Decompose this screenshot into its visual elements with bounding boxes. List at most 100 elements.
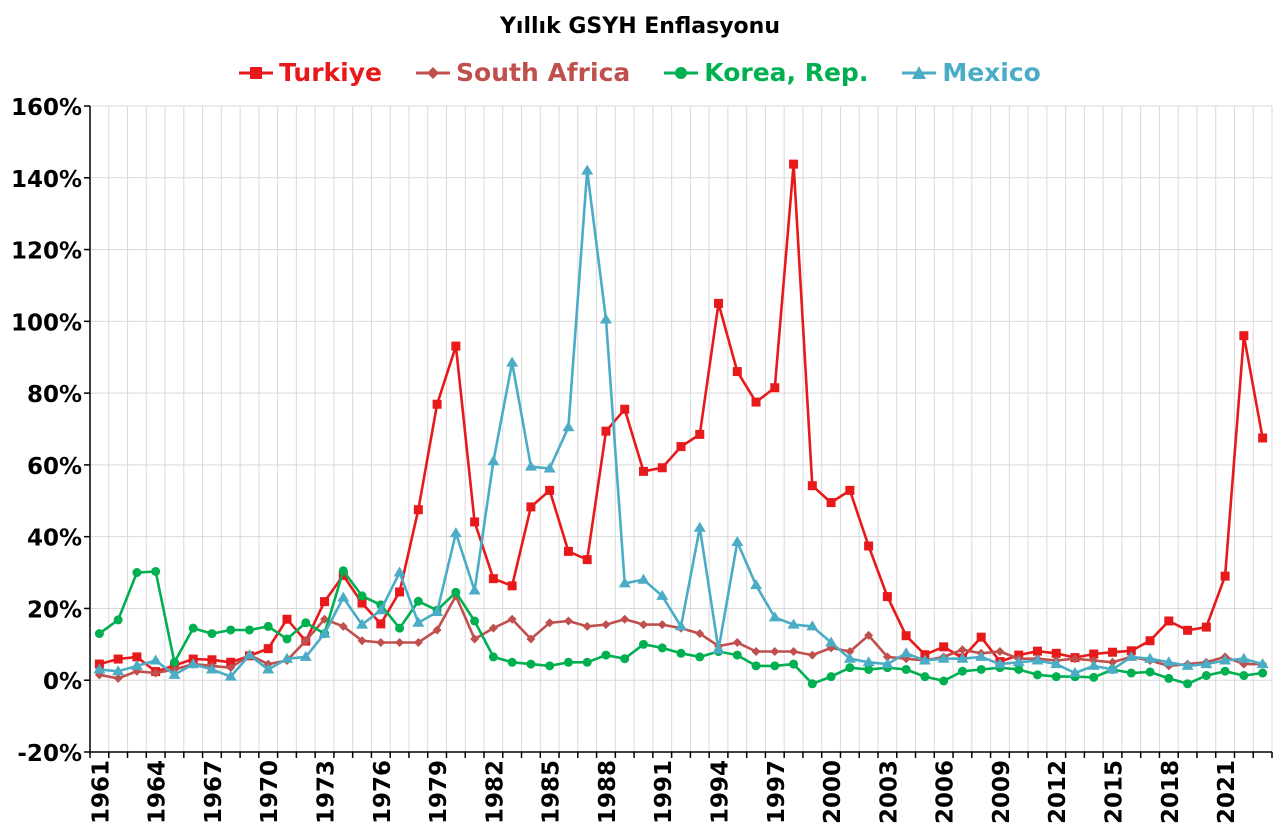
y-tick-label: 0% bbox=[43, 669, 82, 695]
data-point bbox=[226, 657, 236, 667]
data-point bbox=[751, 647, 761, 657]
data-point bbox=[695, 429, 705, 439]
data-point bbox=[337, 591, 350, 602]
data-point bbox=[93, 663, 106, 674]
data-point bbox=[226, 625, 236, 635]
data-point bbox=[488, 574, 498, 584]
data-point bbox=[94, 629, 104, 639]
data-point bbox=[993, 658, 1006, 669]
data-point bbox=[1031, 654, 1044, 665]
data-point bbox=[676, 442, 686, 452]
data-point bbox=[1032, 670, 1042, 680]
x-tick-label: 1979 bbox=[426, 760, 452, 824]
legend-item-korea-rep: Korea, Rep. bbox=[664, 58, 868, 87]
x-tick-label: 2000 bbox=[820, 760, 846, 824]
data-point bbox=[638, 466, 648, 476]
data-point bbox=[449, 527, 462, 538]
data-point bbox=[995, 647, 1005, 657]
data-point bbox=[1164, 673, 1174, 683]
legend-swatch bbox=[239, 66, 274, 79]
data-point bbox=[714, 298, 724, 308]
x-tick-label: 1991 bbox=[651, 760, 677, 824]
data-point bbox=[957, 666, 967, 676]
data-point bbox=[413, 505, 423, 515]
data-point bbox=[1181, 659, 1194, 670]
data-point bbox=[282, 614, 292, 624]
data-point bbox=[657, 463, 667, 473]
data-point bbox=[582, 555, 592, 565]
legend-swatch bbox=[902, 65, 937, 79]
x-tick-label: 1976 bbox=[370, 760, 396, 824]
data-point bbox=[338, 570, 348, 580]
data-point bbox=[357, 636, 367, 646]
data-point bbox=[263, 644, 273, 654]
data-point bbox=[1070, 654, 1080, 664]
data-point bbox=[432, 625, 442, 635]
data-point bbox=[826, 672, 836, 682]
data-point bbox=[751, 661, 761, 671]
data-point bbox=[1220, 571, 1230, 581]
data-point bbox=[262, 663, 275, 674]
data-point bbox=[113, 673, 123, 683]
data-point bbox=[789, 659, 799, 669]
data-point bbox=[976, 632, 986, 642]
x-tick-label: 2018 bbox=[1158, 760, 1184, 824]
data-point bbox=[676, 648, 686, 658]
x-tick-label: 2003 bbox=[876, 760, 902, 824]
data-point bbox=[562, 421, 575, 432]
chart-legend: Turkiye South Africa Korea, Rep. Mexico bbox=[0, 58, 1280, 87]
x-tick-label: 1964 bbox=[145, 760, 171, 824]
data-point bbox=[224, 670, 237, 681]
data-point bbox=[864, 541, 874, 551]
data-point bbox=[318, 627, 331, 638]
data-point bbox=[882, 592, 892, 602]
data-point bbox=[207, 655, 217, 665]
y-tick-label: 160% bbox=[11, 95, 82, 121]
data-point bbox=[374, 604, 387, 615]
data-point bbox=[451, 341, 461, 351]
data-point bbox=[507, 581, 517, 591]
data-point bbox=[693, 521, 706, 532]
legend-swatch bbox=[664, 66, 699, 79]
data-point bbox=[487, 455, 500, 466]
data-point bbox=[807, 679, 817, 689]
data-point bbox=[470, 517, 480, 527]
x-tick-label: 1961 bbox=[88, 760, 114, 824]
x-tick-label: 2015 bbox=[1102, 760, 1128, 824]
data-point bbox=[263, 621, 273, 631]
data-point bbox=[620, 654, 630, 664]
data-point bbox=[1256, 658, 1269, 669]
data-point bbox=[789, 159, 799, 169]
series-line-mexico bbox=[99, 169, 1263, 678]
data-point bbox=[751, 397, 761, 407]
data-point bbox=[1087, 659, 1100, 670]
data-point bbox=[881, 658, 894, 669]
data-point bbox=[712, 643, 725, 654]
data-point bbox=[132, 568, 142, 578]
data-point bbox=[1183, 679, 1193, 689]
data-point bbox=[1200, 658, 1213, 669]
data-point bbox=[845, 663, 855, 673]
x-tick-label: 1997 bbox=[764, 760, 790, 824]
data-point bbox=[956, 652, 969, 663]
data-point bbox=[1126, 646, 1136, 656]
data-point bbox=[582, 621, 592, 631]
x-tick-label: 1994 bbox=[708, 760, 734, 824]
x-tick-label: 1973 bbox=[314, 760, 340, 824]
data-point bbox=[282, 634, 292, 644]
data-point bbox=[1201, 622, 1211, 632]
data-point bbox=[187, 658, 200, 669]
data-point bbox=[731, 536, 744, 547]
data-point bbox=[601, 426, 611, 436]
legend-item-mexico: Mexico bbox=[902, 58, 1041, 87]
data-point bbox=[901, 664, 911, 674]
data-point bbox=[900, 647, 913, 658]
data-point bbox=[1239, 331, 1249, 341]
data-point bbox=[1108, 657, 1118, 667]
data-point bbox=[149, 654, 162, 665]
series-line-turkiye bbox=[99, 162, 1264, 673]
data-point bbox=[770, 661, 780, 671]
data-point bbox=[1108, 647, 1118, 657]
data-point bbox=[1106, 663, 1119, 674]
